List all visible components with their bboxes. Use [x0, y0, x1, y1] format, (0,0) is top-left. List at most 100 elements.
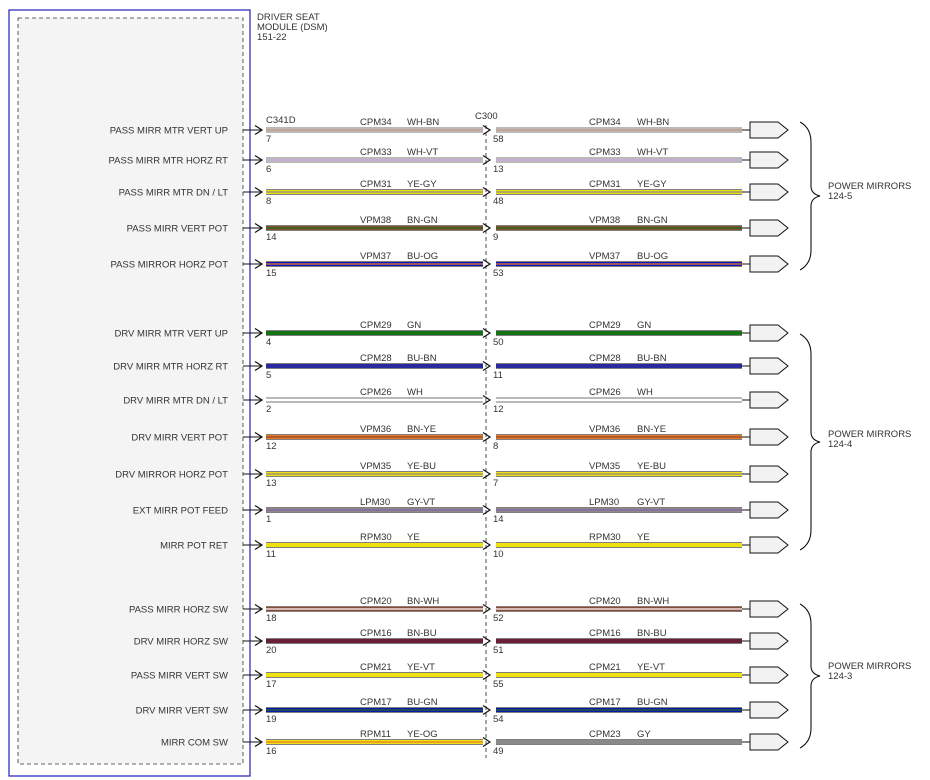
module-title-line-2: MODULE (DSM) [257, 22, 328, 33]
wire-function-label: DRV MIRR HORZ SW [134, 637, 228, 648]
terminal-connector-icon [749, 121, 789, 139]
terminal-connector-icon [749, 357, 789, 375]
module-pin-arrow-icon [254, 258, 264, 270]
circuit-id-right: CPM33 [589, 147, 621, 158]
inline-connector-arrow-icon [482, 539, 492, 551]
circuit-id-left: VPM36 [360, 424, 391, 435]
circuit-id-right: CPM16 [589, 628, 621, 639]
wire-color-right: BN-YE [637, 424, 666, 435]
inline-connector-arrow-icon [482, 186, 492, 198]
inline-connector-arrow-icon [482, 669, 492, 681]
wire-function-label: PASS MIRR MTR HORZ RT [109, 156, 229, 167]
pin-number-right: 53 [493, 268, 504, 279]
wire-function-label: MIRR COM SW [161, 738, 228, 749]
circuit-id-right: VPM38 [589, 215, 620, 226]
pin-number-right: 48 [493, 196, 504, 207]
inline-connector-arrow-icon [482, 603, 492, 615]
wire-segment-right [496, 397, 742, 403]
pin-number-right: 50 [493, 337, 504, 348]
inline-connector-arrow-icon [482, 736, 492, 748]
wire-color-right: BU-BN [637, 353, 667, 364]
pin-number-left: 6 [266, 164, 271, 175]
pin-number-right: 11 [493, 370, 503, 381]
module-inner-border [17, 17, 244, 765]
module-pin-arrow-icon [254, 704, 264, 716]
circuit-id-left: CPM31 [360, 179, 392, 190]
terminal-connector-icon [749, 536, 789, 554]
wire-color-right: YE-BU [637, 461, 666, 472]
pin-number-left: 18 [266, 613, 277, 624]
circuit-id-left: RPM30 [360, 532, 392, 543]
circuit-id-right: CPM29 [589, 320, 621, 331]
wire-color-right: GY [637, 729, 651, 740]
wire-function-label: DRV MIRR MTR HORZ RT [113, 362, 228, 373]
wire-color-left: GY-VT [407, 497, 435, 508]
terminal-connector-icon [749, 600, 789, 618]
wire-color-right: YE-GY [637, 179, 667, 190]
wire-function-label: MIRR POT RET [160, 541, 228, 552]
pin-number-right: 13 [493, 164, 504, 175]
group-brace [799, 603, 821, 749]
inline-connector-arrow-icon [482, 431, 492, 443]
wire-row: PASS MIRR HORZ SW 18 52 CPM20 BN-WH CPM20 BN-W… [129, 596, 789, 624]
wire-color-left: YE-BU [407, 461, 436, 472]
connector-c300-label: C300 [475, 111, 498, 122]
wire-color-left: BU-BN [407, 353, 437, 364]
circuit-id-left: RPM11 [360, 729, 391, 740]
terminal-connector-icon [749, 501, 789, 519]
circuit-id-left: LPM30 [360, 497, 390, 508]
circuit-id-right: CPM23 [589, 729, 621, 740]
circuit-id-right: VPM37 [589, 251, 620, 262]
terminal-connector-icon [749, 465, 789, 483]
pin-number-left: 14 [266, 232, 277, 243]
group-brace [799, 121, 821, 271]
pin-number-right: 8 [493, 441, 498, 452]
wire-color-left: YE-VT [407, 662, 435, 673]
module-pin-arrow-icon [254, 124, 264, 136]
circuit-id-left: CPM34 [360, 117, 392, 128]
pin-number-right: 14 [493, 514, 504, 525]
circuit-id-right: CPM17 [589, 697, 621, 708]
circuit-id-left: CPM29 [360, 320, 392, 331]
terminal-connector-icon [749, 219, 789, 237]
module-pin-arrow-icon [254, 669, 264, 681]
module-pin-arrow-icon [254, 360, 264, 372]
wire-function-label: PASS MIRR MTR VERT UP [110, 126, 228, 137]
module-pin-arrow-icon [254, 504, 264, 516]
wire-color-right: WH [637, 387, 653, 398]
circuit-id-left: CPM28 [360, 353, 392, 364]
pin-number-left: 2 [266, 404, 271, 415]
wire-color-right: BN-WH [637, 596, 669, 607]
wire-color-right: WH-VT [637, 147, 668, 158]
group-brace [799, 333, 821, 551]
wire-segment-right [496, 127, 742, 133]
module-pin-arrow-icon [254, 736, 264, 748]
circuit-id-right: CPM21 [589, 662, 621, 673]
terminal-connector-icon [749, 391, 789, 409]
pin-number-left: 1 [266, 514, 271, 525]
wire-color-left: YE-GY [407, 179, 437, 190]
wire-color-left: BN-BU [407, 628, 437, 639]
terminal-connector-icon [749, 151, 789, 169]
module-title-line-3: 151-22 [257, 32, 287, 43]
wire-segment-left [266, 397, 483, 403]
module-pin-arrow-icon [254, 186, 264, 198]
inline-connector-arrow-icon [482, 222, 492, 234]
wire-row: PASS MIRROR HORZ POT 15 53 VPM37 BU-OG VPM37 B… [110, 251, 789, 279]
pin-number-left: 16 [266, 746, 277, 757]
circuit-id-right: CPM26 [589, 387, 621, 398]
module-pin-arrow-icon [254, 154, 264, 166]
circuit-id-left: VPM37 [360, 251, 391, 262]
inline-connector-arrow-icon [482, 124, 492, 136]
wire-row: PASS MIRR VERT POT 14 9 VPM38 BN-GN VPM38 BN-G… [127, 215, 789, 243]
circuit-id-right: CPM28 [589, 353, 621, 364]
inline-connector-arrow-icon [482, 635, 492, 647]
wire-color-left: YE-OG [407, 729, 438, 740]
pin-number-right: 58 [493, 134, 504, 145]
terminal-connector-icon [749, 183, 789, 201]
circuit-id-left: CPM33 [360, 147, 392, 158]
pin-number-right: 51 [493, 645, 504, 656]
wire-color-left: BN-YE [407, 424, 436, 435]
